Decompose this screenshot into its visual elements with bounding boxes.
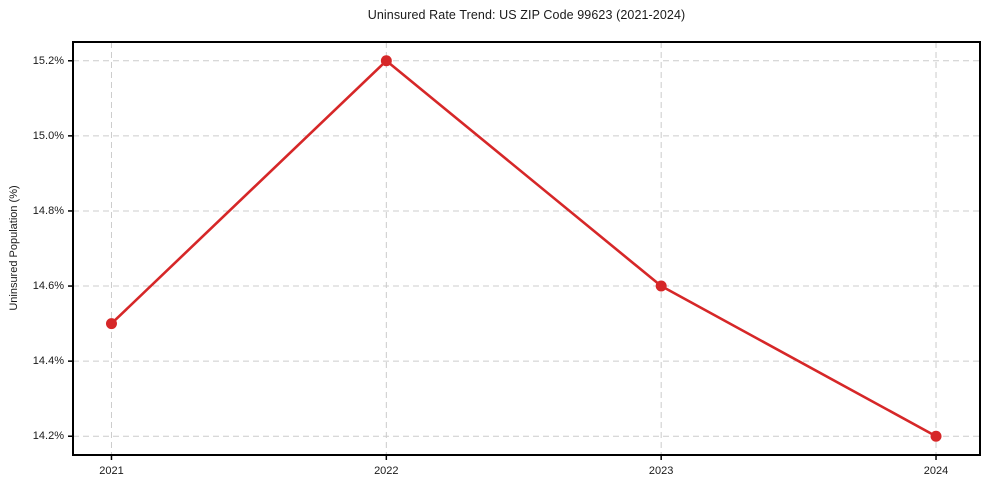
y-tick-label: 14.8%: [32, 204, 64, 217]
x-tick-label: 2022: [374, 465, 399, 477]
x-tick-label: 2021: [99, 465, 124, 477]
y-tick-label: 15.0%: [32, 129, 64, 142]
data-point-marker: [380, 55, 392, 67]
data-point-marker: [655, 280, 667, 292]
x-tick-label: 2024: [923, 465, 949, 477]
data-line: [110, 59, 938, 438]
plot-border: [72, 41, 981, 456]
y-tick-label: 15.2%: [32, 54, 64, 67]
chart-title: Uninsured Rate Trend: US ZIP Code 99623 …: [367, 8, 686, 22]
y-tick-label: 14.4%: [32, 355, 64, 368]
data-point-marker: [930, 430, 942, 442]
y-tick-label: 14.2%: [32, 430, 64, 443]
y-tick-label: 14.6%: [32, 280, 64, 293]
x-tick-label: 2023: [648, 465, 674, 477]
data-point-marker: [105, 318, 117, 330]
plot-area: [68, 41, 981, 460]
